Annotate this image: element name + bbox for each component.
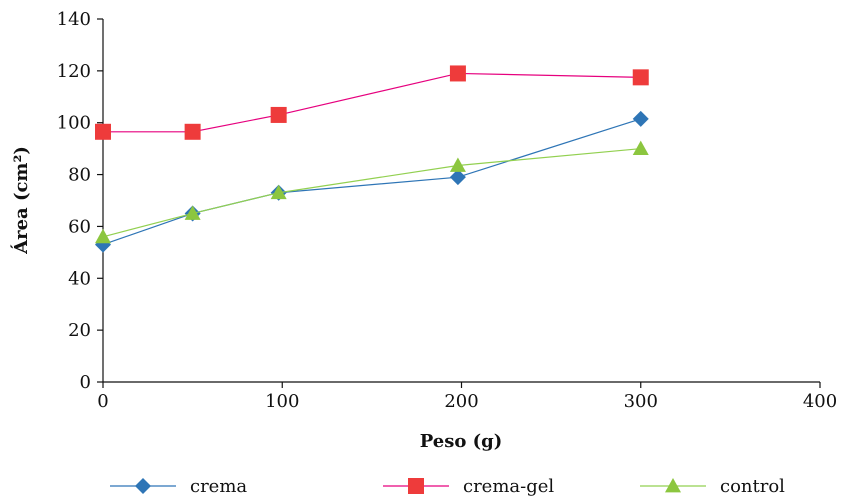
y-axis-title: Área (cm²) (9, 146, 32, 255)
legend-marker (135, 478, 151, 494)
data-point (632, 110, 649, 127)
data-point (632, 140, 649, 156)
data-point (449, 157, 466, 172)
y-tick-label: 120 (57, 61, 91, 82)
legend-label: control (720, 476, 785, 497)
y-tick-label: 60 (68, 216, 91, 237)
series-line (102, 118, 641, 246)
data-point (184, 205, 201, 220)
x-tick-label: 200 (444, 391, 478, 412)
series-line (102, 148, 641, 238)
series-group (95, 65, 649, 253)
legend-marker (665, 478, 681, 493)
series-control (95, 140, 649, 244)
data-point (449, 65, 466, 82)
data-point (95, 228, 111, 244)
series-crema-gel (95, 65, 649, 140)
legend-item-control[interactable]: control (640, 476, 785, 497)
y-axis-ticks: 0 20 40 60 80 100 120 140 (57, 9, 103, 393)
data-point (449, 169, 466, 186)
legend[interactable]: crema crema-gel control (110, 476, 785, 497)
legend-label: crema (190, 476, 247, 497)
x-tick-label: 400 (803, 391, 837, 412)
x-axis-title: Peso (g) (420, 431, 503, 452)
x-tick-label: 100 (265, 391, 299, 412)
legend-label: crema-gel (463, 476, 554, 497)
series-line (103, 72, 641, 133)
y-tick-label: 40 (68, 268, 91, 289)
y-tick-label: 0 (80, 372, 91, 393)
data-point (632, 69, 649, 86)
y-tick-label: 20 (68, 320, 91, 341)
y-tick-label: 80 (68, 165, 91, 186)
x-tick-label: 0 (97, 391, 108, 412)
x-tick-label: 300 (624, 391, 658, 412)
y-tick-label: 140 (57, 9, 91, 30)
legend-marker (408, 478, 424, 494)
data-point (184, 123, 201, 140)
x-axis-ticks: 0 100 200 300 400 (97, 382, 837, 412)
legend-item-crema[interactable]: crema (110, 476, 247, 497)
legend-item-crema-gel[interactable]: crema-gel (383, 476, 554, 497)
y-tick-label: 100 (57, 113, 91, 134)
data-point (270, 106, 287, 123)
data-point (95, 123, 111, 140)
data-point (270, 184, 287, 200)
